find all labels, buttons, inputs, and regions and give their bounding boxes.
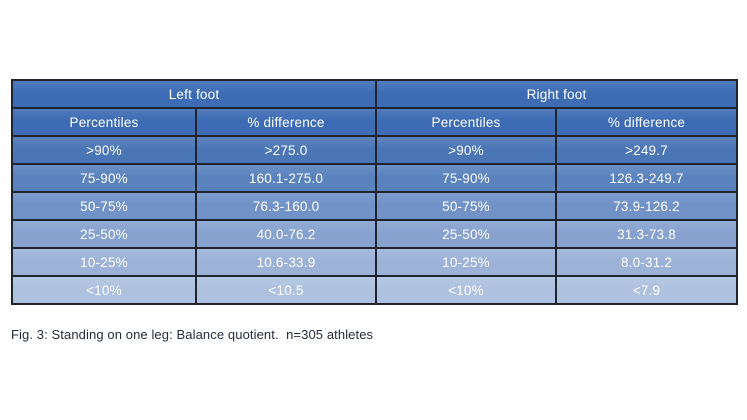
- table-row: <10% <10.5 <10% <7.9: [11, 275, 739, 305]
- table-cell: >249.7: [554, 135, 739, 165]
- table-cell: 10.6-33.9: [195, 247, 377, 277]
- balance-quotient-figure: Left foot Right foot Percentiles % diffe…: [11, 79, 739, 305]
- table-row: 50-75% 76.3-160.0 50-75% 73.9-126.2: [11, 191, 739, 221]
- table-cell: 50-75%: [375, 191, 557, 221]
- column-header-row: Percentiles % difference Percentiles % d…: [11, 107, 739, 137]
- table-row: 25-50% 40.0-76.2 25-50% 31.3-73.8: [11, 219, 739, 249]
- table-cell: 50-75%: [11, 191, 197, 221]
- table-cell: 25-50%: [375, 219, 557, 249]
- table-cell: 75-90%: [11, 163, 197, 193]
- table-cell: 40.0-76.2: [195, 219, 377, 249]
- column-header-percentiles-right: Percentiles: [375, 107, 557, 137]
- table-row: 75-90% 160.1-275.0 75-90% 126.3-249.7: [11, 163, 739, 193]
- table-row: 10-25% 10.6-33.9 10-25% 8.0-31.2: [11, 247, 739, 277]
- table-cell: 31.3-73.8: [554, 219, 739, 249]
- foot-group-header-row: Left foot Right foot: [11, 79, 739, 109]
- table-cell: 10-25%: [375, 247, 557, 277]
- table-cell: 160.1-275.0: [195, 163, 377, 193]
- column-group-right-foot: Right foot: [374, 79, 739, 109]
- table-cell: <10%: [11, 275, 197, 305]
- column-group-left-foot: Left foot: [11, 79, 377, 109]
- table-cell: >90%: [11, 135, 197, 165]
- table-cell: <10.5: [195, 275, 377, 305]
- table-cell: 73.9-126.2: [554, 191, 739, 221]
- table-cell: 126.3-249.7: [554, 163, 739, 193]
- table-cell: 8.0-31.2: [554, 247, 739, 277]
- table-cell: 76.3-160.0: [195, 191, 377, 221]
- table-cell: 75-90%: [375, 163, 557, 193]
- table-cell: <7.9: [554, 275, 739, 305]
- column-header-difference-right: % difference: [554, 107, 739, 137]
- table-cell: 10-25%: [11, 247, 197, 277]
- balance-quotient-table: Left foot Right foot Percentiles % diffe…: [11, 79, 739, 305]
- table-cell: 25-50%: [11, 219, 197, 249]
- table-cell: >275.0: [195, 135, 377, 165]
- table-cell: <10%: [375, 275, 557, 305]
- table-cell: >90%: [375, 135, 557, 165]
- column-header-difference-left: % difference: [195, 107, 377, 137]
- figure-caption: Fig. 3: Standing on one leg: Balance quo…: [11, 327, 374, 342]
- column-header-percentiles-left: Percentiles: [11, 107, 197, 137]
- table-row: >90% >275.0 >90% >249.7: [11, 135, 739, 165]
